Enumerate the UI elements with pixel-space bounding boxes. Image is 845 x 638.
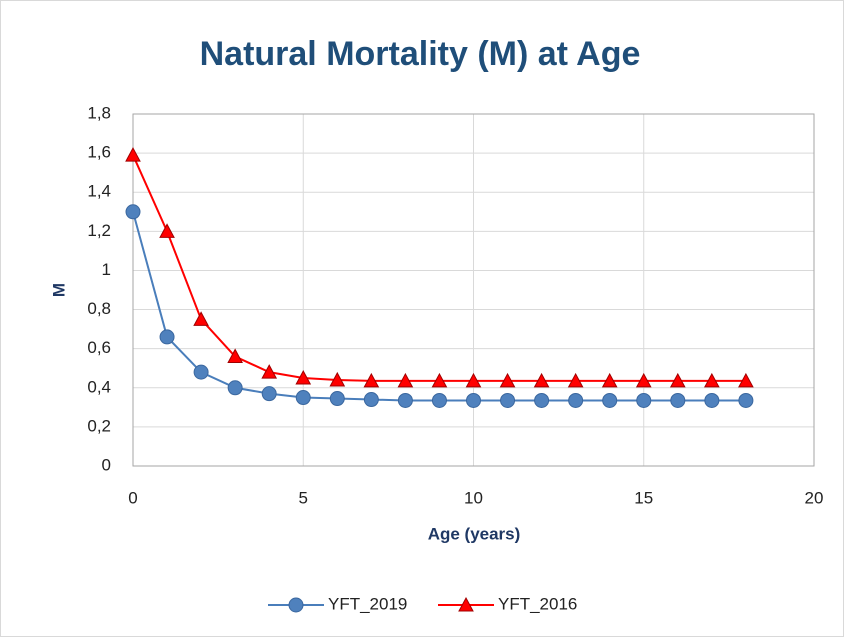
marker — [635, 372, 652, 388]
y-tick-label: 1,8 — [87, 103, 111, 122]
y-tick-label: 1,4 — [87, 182, 111, 201]
marker — [602, 392, 618, 408]
y-axis-label: M — [49, 283, 68, 297]
y-tick-label: 0,6 — [87, 338, 111, 357]
marker — [465, 372, 482, 388]
marker — [499, 372, 516, 388]
legend-label: YFT_2016 — [498, 594, 577, 613]
marker — [295, 369, 312, 385]
marker — [738, 372, 754, 388]
marker — [227, 348, 243, 363]
marker — [329, 371, 346, 387]
marker — [534, 392, 550, 408]
marker — [363, 392, 379, 408]
marker — [704, 392, 720, 408]
x-tick-label: 0 — [128, 488, 137, 507]
marker — [125, 147, 141, 162]
y-tick-label: 0,8 — [87, 299, 111, 318]
marker — [193, 364, 209, 380]
x-tick-label: 20 — [805, 488, 824, 507]
marker — [500, 392, 516, 408]
x-axis-label: Age (years) — [428, 524, 521, 543]
marker — [295, 390, 311, 406]
y-tick-label: 1 — [102, 260, 111, 279]
y-tick-label: 0,4 — [87, 377, 111, 396]
y-tick-label: 1,6 — [87, 143, 111, 162]
marker — [159, 223, 175, 238]
marker — [567, 372, 584, 388]
marker — [601, 372, 618, 388]
marker — [704, 372, 720, 388]
legend-label: YFT_2019 — [328, 594, 407, 613]
marker — [193, 311, 209, 326]
x-tick-label: 5 — [299, 488, 308, 507]
legend-marker — [458, 596, 474, 612]
y-tick-label: 0 — [102, 455, 111, 474]
marker — [397, 372, 414, 388]
chart-title: Natural Mortality (M) at Age — [200, 35, 641, 73]
marker — [738, 392, 754, 408]
x-tick-label: 15 — [634, 488, 653, 507]
marker — [261, 364, 278, 379]
marker — [670, 392, 686, 408]
marker — [568, 392, 584, 408]
marker — [636, 392, 652, 408]
marker — [466, 392, 481, 408]
marker — [261, 386, 277, 402]
marker — [227, 380, 243, 396]
marker — [159, 329, 175, 345]
y-tick-label: 1,2 — [87, 221, 111, 240]
marker — [329, 391, 345, 407]
marker — [397, 392, 413, 408]
marker — [669, 372, 686, 388]
marker — [533, 372, 550, 388]
legend-marker — [288, 597, 304, 613]
marker — [125, 204, 141, 220]
marker — [431, 372, 448, 388]
plot-border — [132, 113, 815, 467]
marker — [363, 372, 380, 388]
x-tick-label: 10 — [464, 488, 483, 507]
marker — [431, 392, 447, 408]
y-tick-label: 0,2 — [87, 416, 111, 435]
